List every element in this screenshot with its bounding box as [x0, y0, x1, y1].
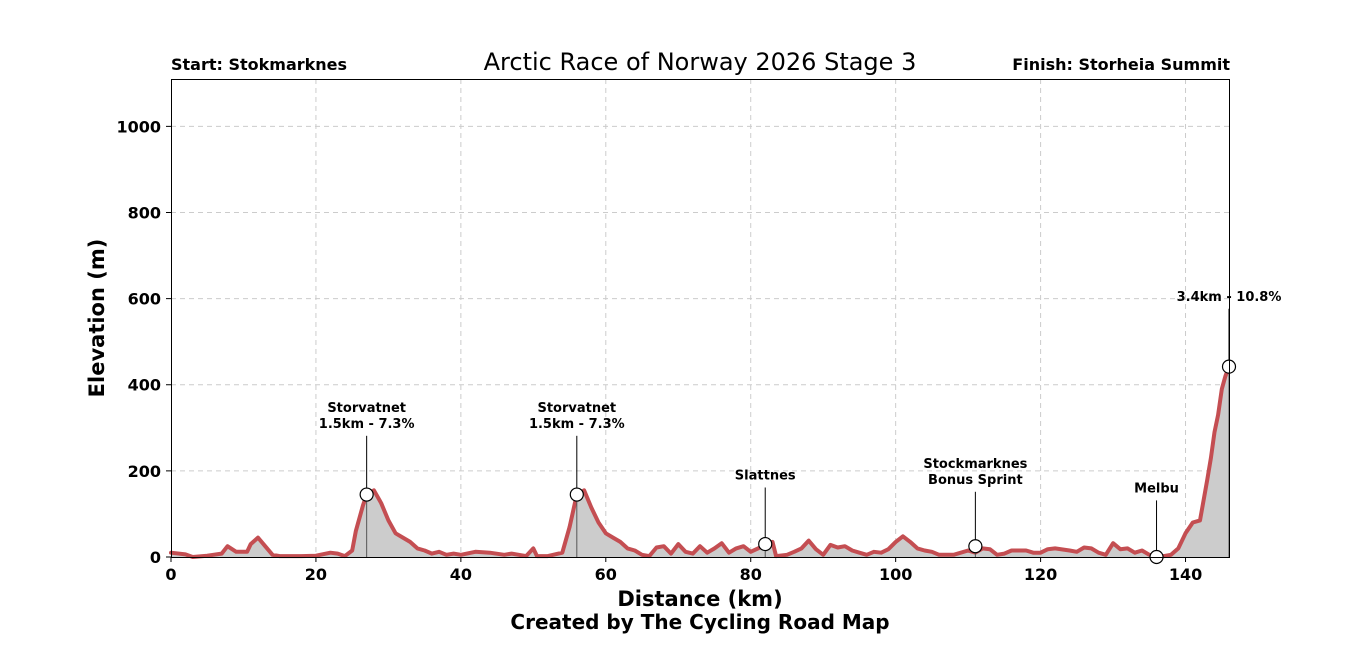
y-tick-label: 1000: [116, 117, 161, 136]
credit-text: Created by The Cycling Road Map: [510, 610, 889, 634]
ticks: 0 20 40 60 80 100 120 140 0 200 400 600 800 1000: [116, 117, 1202, 584]
x-tick-label: 0: [165, 565, 176, 584]
climb-marker: [569, 487, 584, 502]
x-tick-label: 20: [305, 565, 327, 584]
y-tick-label: 400: [128, 376, 161, 395]
x-axis-label: Distance (km): [617, 587, 782, 611]
y-tick-label: 600: [128, 290, 161, 309]
start-label: Start: Stokmarknes: [171, 55, 347, 74]
plot-frame: [171, 79, 1230, 558]
finish-label: Finish: Storheia Summit: [1012, 55, 1230, 74]
annotation-label: 1.5km - 7.3%: [529, 417, 625, 432]
elevation-line: [169, 364, 1231, 559]
annotation-label: 1.5km - 7.3%: [319, 417, 415, 432]
profile-area: [169, 364, 1231, 559]
y-tick-label: 200: [128, 462, 161, 481]
x-tick-label: 100: [879, 565, 912, 584]
x-tick-label: 40: [450, 565, 472, 584]
annotation-label: Storvatnet: [537, 401, 616, 416]
grid: [171, 79, 1229, 557]
annotation-label: Melbu: [1134, 481, 1179, 496]
climb-marker: [968, 539, 983, 554]
y-tick-label: 0: [150, 548, 161, 567]
x-tick-label: 120: [1024, 565, 1057, 584]
y-axis-label: Elevation (m): [85, 239, 109, 398]
climb-marker: [758, 536, 773, 552]
chart-title: Arctic Race of Norway 2026 Stage 3: [484, 48, 917, 76]
annotation-label: Stockmarknes: [923, 457, 1027, 472]
climb-marker: [359, 487, 374, 502]
x-tick-label: 60: [595, 565, 617, 584]
x-tick-label: 80: [740, 565, 762, 584]
y-tick-label: 800: [128, 203, 161, 222]
annotation-label: Slattnes: [735, 468, 796, 483]
elevation-fill: [171, 366, 1229, 557]
x-tick-label: 140: [1169, 565, 1202, 584]
annotation-label: Storvatnet: [327, 401, 406, 416]
annotation-label: Bonus Sprint: [928, 473, 1023, 488]
